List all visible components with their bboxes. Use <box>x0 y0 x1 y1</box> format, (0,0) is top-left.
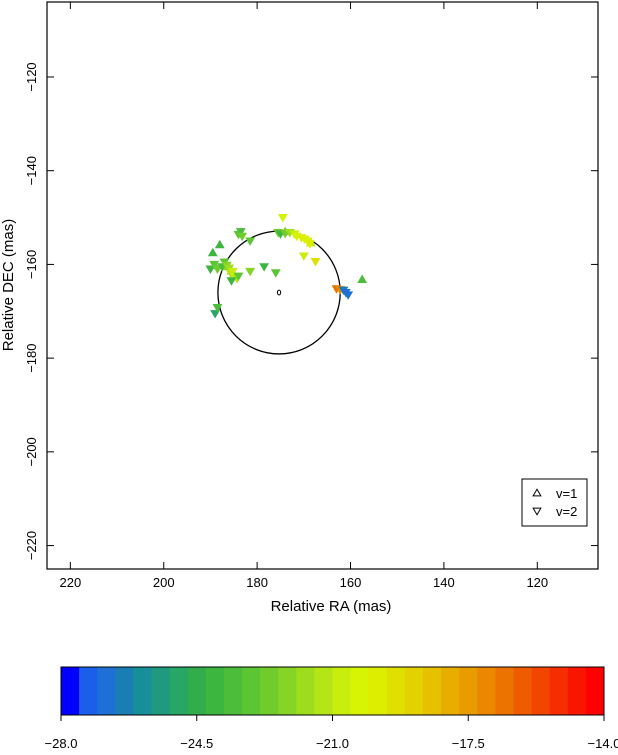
y-tick-label: −160 <box>24 250 39 279</box>
colorbar-swatch <box>513 667 533 715</box>
colorbar-swatch <box>531 667 551 715</box>
legend-label: v=1 <box>556 486 577 501</box>
colorbar-swatch <box>61 667 80 715</box>
x-tick-label: 220 <box>59 575 81 590</box>
colorbar-tick-label: −28.0 <box>45 736 78 750</box>
point-v2 <box>212 303 223 313</box>
plot-area <box>205 214 368 355</box>
colorbar-swatch <box>278 667 297 715</box>
point-v2 <box>343 291 354 300</box>
colorbar: −28.0 −24.5 −21.0 −17.5 −14.0 <box>45 666 618 751</box>
colorbar-swatch <box>404 667 424 715</box>
x-tick-label: 160 <box>340 575 362 590</box>
legend-box <box>521 478 588 527</box>
point-v2 <box>226 277 237 286</box>
colorbar-swatch <box>133 667 152 715</box>
colorbar-swatch <box>386 667 406 715</box>
x-tick-label: 120 <box>526 575 548 590</box>
colorbar-swatch <box>567 667 587 715</box>
colorbar-swatch <box>97 667 116 715</box>
colorbar-swatch <box>169 667 189 715</box>
point-v2 <box>245 237 256 246</box>
colorbar-swatch <box>495 667 514 715</box>
point-v2 <box>233 272 244 282</box>
legend: v=1v=2 <box>521 478 588 527</box>
y-tick-label: −220 <box>24 531 39 560</box>
colorbar-swatch <box>223 667 243 715</box>
y-tick-label: −140 <box>24 156 39 185</box>
point-v2 <box>310 258 321 267</box>
legend-triangle-down-icon <box>532 507 542 516</box>
colorbar-swatch <box>368 667 388 715</box>
colorbar-swatch <box>205 667 225 715</box>
legend-label: v=2 <box>556 504 577 519</box>
colorbar-swatch <box>423 667 442 715</box>
point-v2 <box>259 263 270 272</box>
point-v2 <box>209 260 220 270</box>
colorbar-swatch <box>585 667 605 715</box>
x-axis-label: Relative RA (mas) <box>271 598 392 615</box>
legend-triangle-up-icon <box>532 488 542 497</box>
colorbar-tick-label: −24.5 <box>180 736 213 750</box>
y-tick-label: −120 <box>24 62 39 91</box>
colorbar-swatch <box>477 667 496 715</box>
colorbar-tick-label: −21.0 <box>316 736 349 750</box>
x-tick-label: 140 <box>433 575 455 590</box>
colorbar-swatch <box>260 667 279 715</box>
point-v2 <box>304 240 315 249</box>
point-v2 <box>237 232 248 242</box>
y-tick-label: −200 <box>24 437 39 466</box>
colorbar-swatch <box>115 667 134 715</box>
colorbar-swatch <box>79 667 98 715</box>
y-tick-label: −180 <box>24 343 39 372</box>
point-v2 <box>245 267 256 277</box>
point-v2 <box>205 265 216 275</box>
y-axis-label: Relative DEC (mas) <box>0 219 17 352</box>
center-marker <box>276 289 282 296</box>
fit-circle <box>217 230 341 355</box>
x-tick-label: 180 <box>246 575 268 590</box>
colorbar-tick-label: −17.5 <box>452 736 485 750</box>
point-v2 <box>227 267 238 277</box>
point-v2 <box>270 269 281 278</box>
plot-frame <box>46 1 599 570</box>
x-tick-label: 200 <box>153 575 175 590</box>
colorbar-swatch <box>296 667 315 715</box>
colorbar-swatch <box>350 667 370 715</box>
colorbar-swatch <box>459 667 478 715</box>
colorbar-swatch <box>242 667 261 715</box>
point-v2 <box>277 214 288 223</box>
colorbar-swatch <box>314 667 333 715</box>
axes: 220 200 180 160 140 120 −120 −140 −160 −180 −200 −2… <box>24 1 599 590</box>
colorbar-swatch <box>187 667 207 715</box>
colorbar-swatch <box>549 667 569 715</box>
colorbar-swatch <box>151 667 171 715</box>
point-v1 <box>207 247 218 257</box>
point-v2 <box>210 310 221 319</box>
point-v2 <box>235 228 246 237</box>
colorbar-swatch <box>332 667 352 715</box>
point-v2 <box>298 252 309 261</box>
colorbar-swatch <box>441 667 460 715</box>
colorbar-tick-label: −14.0 <box>588 736 618 750</box>
point-v1 <box>214 239 225 249</box>
point-v1 <box>357 274 368 283</box>
point-v2 <box>212 265 223 275</box>
